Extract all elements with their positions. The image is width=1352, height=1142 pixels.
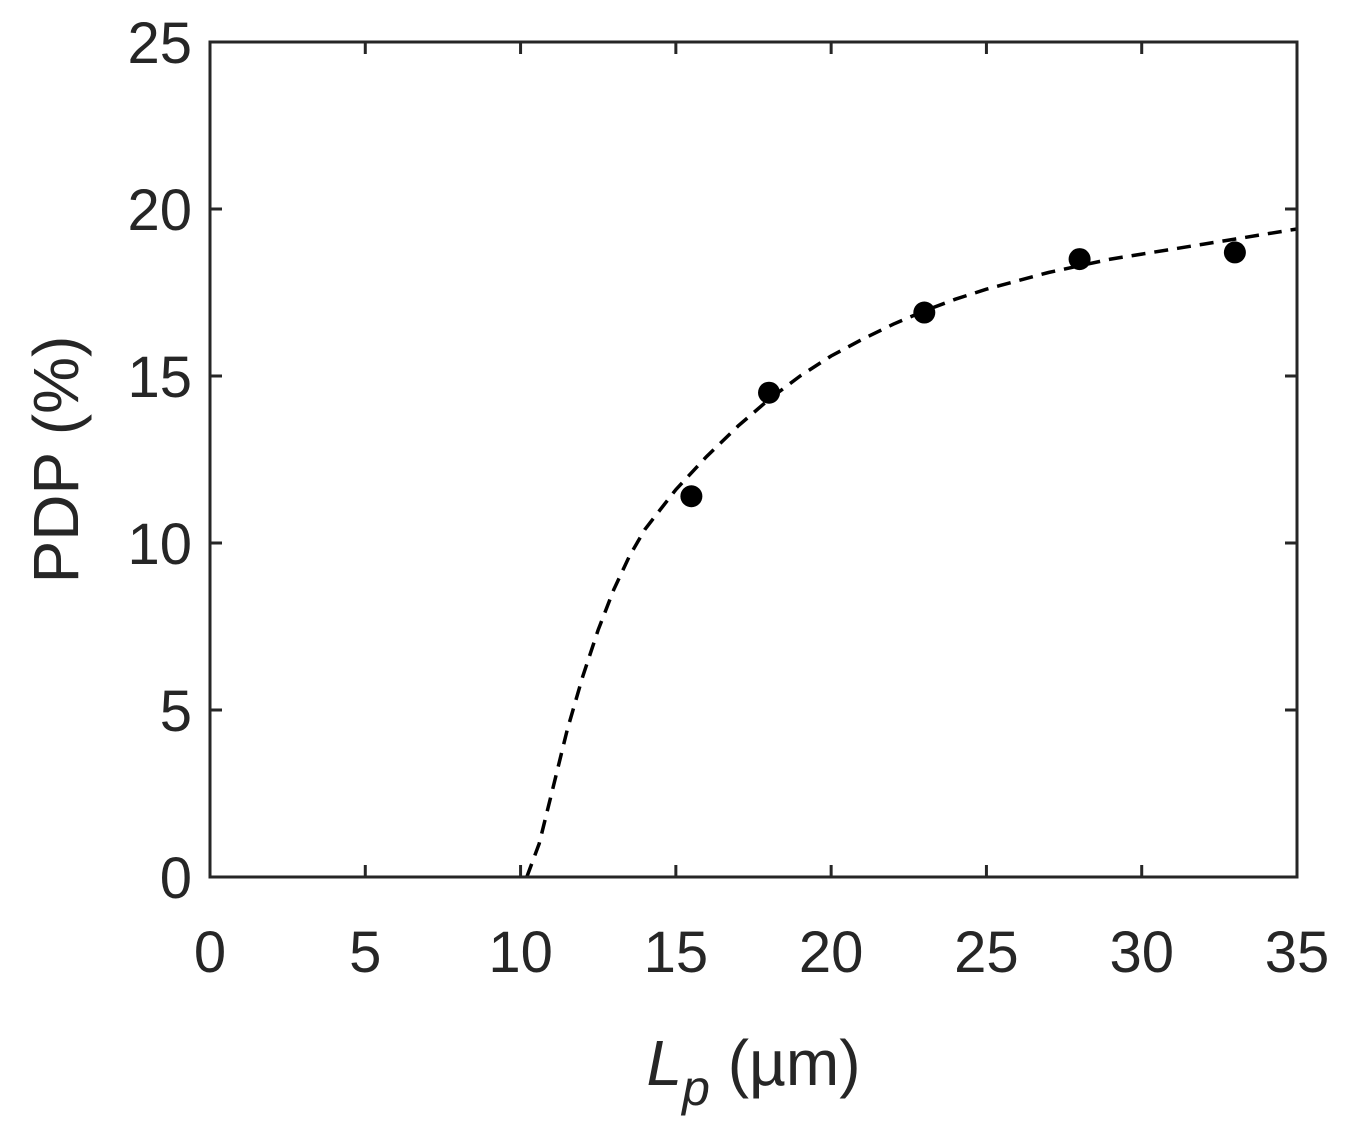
x-axis-title-subscript: p bbox=[680, 1060, 710, 1116]
x-tick-label: 35 bbox=[1265, 920, 1330, 985]
x-tick-label: 15 bbox=[644, 920, 709, 985]
y-tick-label: 15 bbox=[127, 345, 192, 410]
data-point bbox=[680, 485, 703, 508]
labels-layer: 0 5 10 15 20 25 30 35 0 5 10 15 20 25 bbox=[127, 11, 1329, 985]
data-point bbox=[758, 381, 781, 404]
data-point bbox=[1068, 248, 1091, 271]
y-tick-label: 10 bbox=[127, 512, 192, 577]
fit-curve bbox=[525, 227, 1298, 878]
data-point bbox=[1223, 241, 1246, 264]
x-tick-label: 30 bbox=[1109, 920, 1174, 985]
x-tick-label: 10 bbox=[488, 920, 553, 985]
x-axis-title: Lp (µm) bbox=[647, 1027, 861, 1116]
ticks-layer bbox=[208, 40, 1299, 879]
x-tick-label: 0 bbox=[194, 920, 226, 985]
x-axis-title-unit: (µm) bbox=[710, 1027, 861, 1099]
data-point bbox=[913, 301, 936, 324]
x-tick-label: 5 bbox=[349, 920, 381, 985]
plot-frame bbox=[208, 40, 1299, 879]
y-tick-label: 0 bbox=[160, 846, 192, 911]
x-tick-label: 20 bbox=[799, 920, 864, 985]
y-tick-label: 20 bbox=[127, 178, 192, 243]
y-tick-label: 25 bbox=[127, 11, 192, 76]
y-tick-label: 5 bbox=[160, 679, 192, 744]
data-layer bbox=[525, 227, 1298, 878]
x-axis-title-main: L bbox=[647, 1027, 683, 1099]
y-axis-title: PDP (%) bbox=[20, 336, 92, 584]
x-tick-label: 25 bbox=[954, 920, 1019, 985]
